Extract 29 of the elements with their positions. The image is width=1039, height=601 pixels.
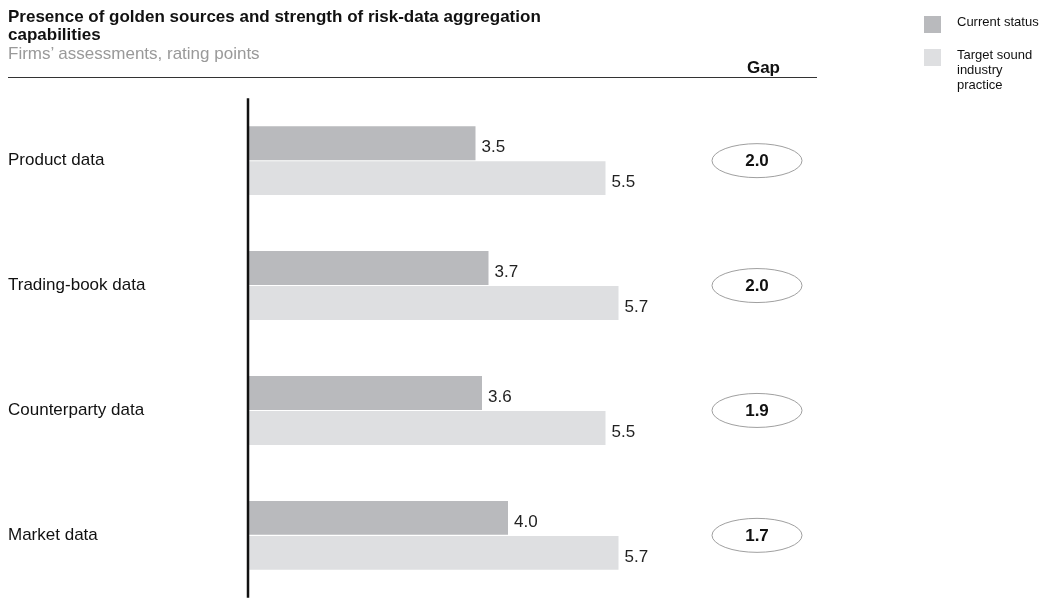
bar [248,251,489,286]
data-label: 5.5 [611,421,636,441]
data-label: 4.0 [514,511,538,531]
text: 1.9 [745,401,769,421]
text: 2.0 [745,276,769,296]
y-tick-label: Counterparty data [8,400,145,420]
legend-label: Current status [957,14,1039,29]
y-tick-label: Trading-book data [8,275,146,295]
bar [248,126,476,161]
text: Gap [746,58,780,78]
data-label: 3.5 [481,136,506,156]
bar [248,376,482,410]
legend-label: Target sound industry practice [957,47,1034,92]
chart-title: Presence of golden sources and strength of risk-data aggregation capabilities [8,7,542,44]
bar [248,410,606,445]
data-label: 5.5 [611,171,636,191]
data-label: 3.7 [494,261,519,281]
data-label: 5.7 [624,546,649,566]
data-label: 3.6 [488,386,512,406]
text: 1.7 [745,526,769,546]
y-tick-label: Product data [8,150,105,170]
chart-subtitle: Firms’ assessments, rating points [8,44,260,64]
bar [248,286,619,320]
bar [248,161,606,196]
y-tick-label: Market data [8,525,99,545]
bar [248,535,619,570]
data-label: 5.7 [624,296,649,316]
bar [248,500,508,535]
text: 2.0 [745,151,769,171]
